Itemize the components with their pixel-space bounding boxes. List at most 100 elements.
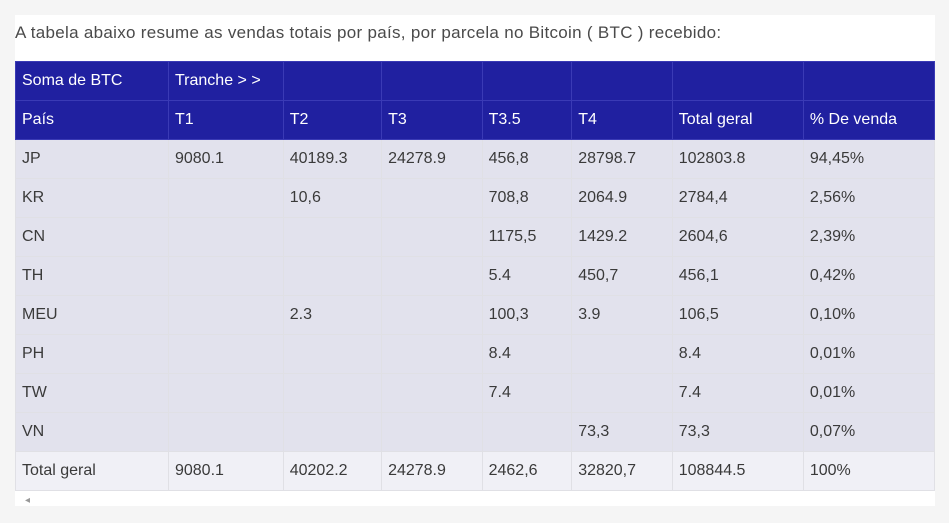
header-cell: Tranche > > (168, 62, 283, 101)
table-cell (168, 374, 283, 413)
table-row: MEU 2.3 100,33.9106,50,10% (16, 296, 935, 335)
table-row: KR 10,6 708,82064.92784,42,56% (16, 179, 935, 218)
total-cell: 24278.9 (382, 452, 483, 491)
header-row-2: País T1 T2 T3 T3.5 T4 Total geral % De v… (16, 101, 935, 140)
table-row: VN73,373,30,07% (16, 413, 935, 452)
table-cell (572, 335, 673, 374)
table-cell: 2604,6 (672, 218, 803, 257)
table-cell: 456,8 (482, 140, 572, 179)
document-container: A tabela abaixo resume as vendas totais … (15, 15, 935, 506)
table-row: CN 1175,51429.22604,62,39% (16, 218, 935, 257)
table-cell: 7.4 (482, 374, 572, 413)
table-cell: 2.3 (283, 296, 381, 335)
table-cell: JP (16, 140, 169, 179)
table-cell: 450,7 (572, 257, 673, 296)
total-cell: Total geral (16, 452, 169, 491)
table-cell: TW (16, 374, 169, 413)
table-cell: 94,45% (803, 140, 934, 179)
table-cell (168, 179, 283, 218)
header-cell: Soma de BTC (16, 62, 169, 101)
table-cell: 2,39% (803, 218, 934, 257)
foot-marker-icon: ◂ (15, 491, 935, 506)
total-cell: 9080.1 (168, 452, 283, 491)
table-cell (382, 218, 483, 257)
table-cell: CN (16, 218, 169, 257)
table-cell: 0,07% (803, 413, 934, 452)
table-row: TH5.4450,7456,10,42% (16, 257, 935, 296)
table-cell: 1429.2 (572, 218, 673, 257)
total-row: Total geral9080.140202.224278.92462,6328… (16, 452, 935, 491)
table-cell: 2,56% (803, 179, 934, 218)
header-cell: T4 (572, 101, 673, 140)
header-cell (572, 62, 673, 101)
table-cell: 28798.7 (572, 140, 673, 179)
header-cell: T1 (168, 101, 283, 140)
table-cell: VN (16, 413, 169, 452)
table-cell (382, 413, 483, 452)
table-cell: 0,01% (803, 335, 934, 374)
table-cell (168, 257, 283, 296)
table-cell: 10,6 (283, 179, 381, 218)
table-cell: 9080.1 (168, 140, 283, 179)
table-cell: 7.4 (672, 374, 803, 413)
table-cell (382, 179, 483, 218)
table-cell (283, 374, 381, 413)
table-cell (283, 218, 381, 257)
table-cell (168, 413, 283, 452)
table-cell: 24278.9 (382, 140, 483, 179)
total-cell: 108844.5 (672, 452, 803, 491)
header-cell (803, 62, 934, 101)
total-cell: 40202.2 (283, 452, 381, 491)
table-row: JP9080.140189.324278.9456,828798.7102803… (16, 140, 935, 179)
header-cell (382, 62, 483, 101)
table-cell: MEU (16, 296, 169, 335)
table-cell: 8.4 (672, 335, 803, 374)
table-cell (283, 335, 381, 374)
header-cell: T3 (382, 101, 483, 140)
table-cell: 100,3 (482, 296, 572, 335)
header-row-1: Soma de BTC Tranche > > (16, 62, 935, 101)
table-cell: KR (16, 179, 169, 218)
table-cell: 8.4 (482, 335, 572, 374)
table-cell (382, 335, 483, 374)
header-cell: Total geral (672, 101, 803, 140)
header-cell (482, 62, 572, 101)
table-row: PH8.48.40,01% (16, 335, 935, 374)
table-cell: PH (16, 335, 169, 374)
header-cell: % De venda (803, 101, 934, 140)
table-body: JP9080.140189.324278.9456,828798.7102803… (16, 140, 935, 491)
table-cell (283, 257, 381, 296)
table-cell: 73,3 (672, 413, 803, 452)
table-cell: 1175,5 (482, 218, 572, 257)
table-cell: 106,5 (672, 296, 803, 335)
header-cell: T2 (283, 101, 381, 140)
table-cell: 2064.9 (572, 179, 673, 218)
header-cell: País (16, 101, 169, 140)
table-cell: 0,10% (803, 296, 934, 335)
table-cell: 708,8 (482, 179, 572, 218)
table-row: TW7.47.40,01% (16, 374, 935, 413)
table-cell: 40189.3 (283, 140, 381, 179)
header-cell (672, 62, 803, 101)
sales-table: Soma de BTC Tranche > > País T1 T2 T3 T3… (15, 61, 935, 491)
table-cell (482, 413, 572, 452)
table-cell (382, 257, 483, 296)
table-cell (168, 296, 283, 335)
total-cell: 100% (803, 452, 934, 491)
total-cell: 32820,7 (572, 452, 673, 491)
header-cell: T3.5 (482, 101, 572, 140)
table-cell (382, 374, 483, 413)
table-cell: 0,42% (803, 257, 934, 296)
table-cell (283, 413, 381, 452)
table-cell: 456,1 (672, 257, 803, 296)
table-cell: 3.9 (572, 296, 673, 335)
table-caption: A tabela abaixo resume as vendas totais … (15, 15, 935, 61)
table-cell (168, 335, 283, 374)
table-cell (168, 218, 283, 257)
header-cell (283, 62, 381, 101)
table-cell: TH (16, 257, 169, 296)
table-cell (382, 296, 483, 335)
table-cell: 73,3 (572, 413, 673, 452)
table-cell: 0,01% (803, 374, 934, 413)
table-cell: 2784,4 (672, 179, 803, 218)
